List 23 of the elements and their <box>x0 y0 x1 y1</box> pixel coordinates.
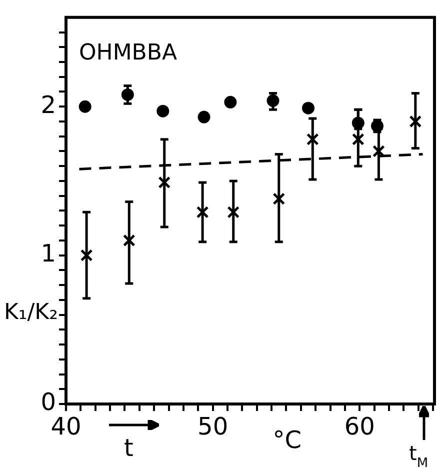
point <box>306 133 319 146</box>
y-tick-label: 1 <box>40 240 56 268</box>
x-axis-title: t <box>124 434 134 462</box>
y-tick-label: 2 <box>40 90 56 119</box>
point <box>198 110 210 124</box>
point <box>272 192 286 206</box>
point <box>78 100 92 113</box>
point <box>224 96 237 108</box>
point <box>409 115 422 128</box>
point <box>156 104 170 118</box>
point <box>352 133 364 146</box>
x-tick-label: 60 <box>344 412 375 441</box>
annotation: OHMBBA <box>78 40 178 66</box>
point <box>196 206 209 218</box>
point <box>302 102 314 114</box>
point <box>372 145 385 158</box>
text: °C <box>272 426 302 454</box>
point <box>158 176 171 189</box>
point <box>122 234 136 247</box>
point <box>227 206 240 218</box>
x-tick-label: 50 <box>198 412 228 441</box>
y-axis-title: K₁/K₂ <box>4 300 58 325</box>
point <box>80 249 93 262</box>
